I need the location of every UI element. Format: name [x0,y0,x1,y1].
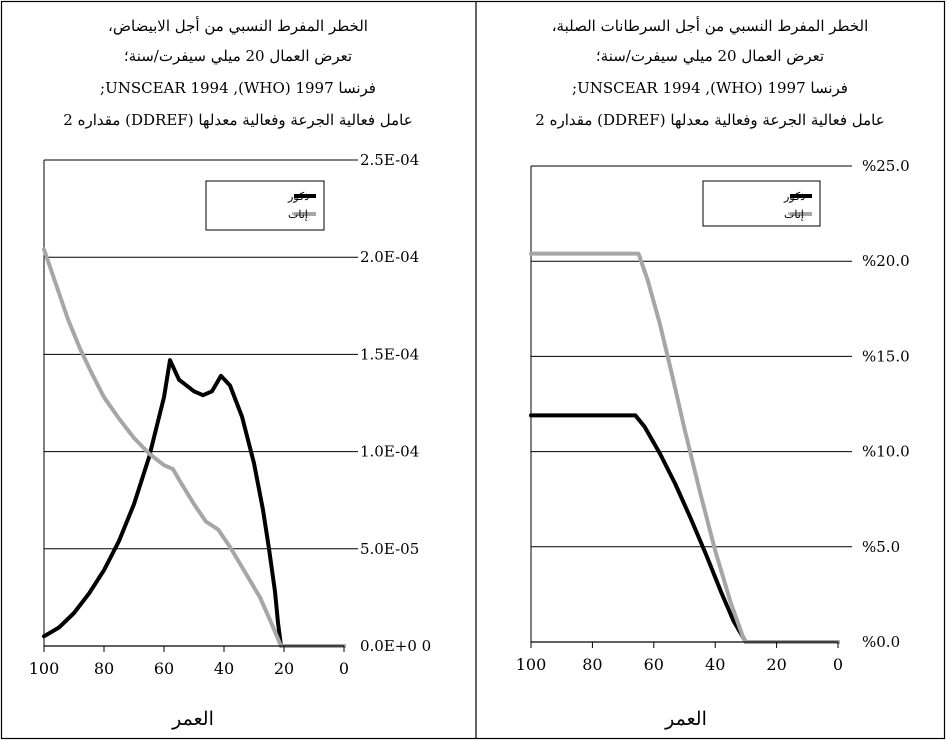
x-axis-label: العمر [171,708,214,730]
chart-title-line-2: تعرض العمال 20 ميلي سيفرت/سنة؛ [124,47,352,65]
y-tick-label: 0.0E+0 0 [360,637,431,655]
y-tick-labels: %0.0 %5.0 %10.0 %15.0 %20.0 %25.0 [862,157,910,651]
series-line [42,358,346,648]
grid-lines [531,165,852,548]
x-tick-label: 40 [214,659,234,678]
x-tick-label: 60 [644,655,664,674]
x-tick-label: 100 [29,659,60,678]
legend: ذكور إناث [702,180,821,227]
chart-title-line-1: الخطر المفرط النسبي من أجل السرطانات الص… [552,16,869,35]
series-line [529,413,840,644]
x-tick-label: 20 [766,655,786,674]
chart-title-line-1: الخطر المفرط النسبي من أجل الابيضاض، [108,16,368,35]
legend-label: ذكور [287,190,309,203]
chart-title-line-4: عامل فعالية الجرعة وفعالية معدلها (DDREF… [535,111,884,129]
x-tick-label: 100 [516,655,547,674]
legend: ذكور إناث [205,180,325,231]
series-group [42,247,346,648]
chart-title-line-4: عامل فعالية الجرعة وفعالية معدلها (DDREF… [63,111,412,129]
legend-box [205,180,325,231]
x-tick-label: 40 [705,655,725,674]
legend-label: إناث [784,208,804,221]
x-tick-label: 0 [833,655,843,674]
y-tick-label: %15.0 [862,347,910,365]
y-tick-label: %20.0 [862,252,910,270]
y-tick-label: 5.0E-05 [360,540,419,558]
y-tick-label: 1.0E-04 [360,443,419,461]
y-tick-label: 2.0E-04 [360,248,419,266]
legend-label: ذكور [783,190,805,203]
chart-title-line-2: تعرض العمال 20 ميلي سيفرت/سنة؛ [596,47,824,65]
y-tick-label: %25.0 [862,157,910,175]
y-tick-label: %0.0 [862,633,900,651]
leukemia-chart-panel: الخطر المفرط النسبي من أجل الابيضاض، تعر… [29,16,432,730]
y-tick-label: 2.5E-04 [360,151,419,169]
x-tick-labels: 100 80 60 40 20 0 [516,642,843,674]
series-group [529,251,840,644]
x-tick-label: 80 [94,659,114,678]
solid-cancers-chart-panel: الخطر المفرط النسبي من أجل السرطانات الص… [516,16,910,730]
x-tick-label: 80 [582,655,602,674]
legend-box [702,180,821,227]
series-line [42,247,346,648]
series-line [529,251,840,644]
y-tick-labels: 0.0E+0 0 5.0E-05 1.0E-04 1.5E-04 2.0E-04 2.5E… [360,151,431,655]
chart-title-line-3: فرنسا 1997 (WHO), UNSCEAR 1994; [100,79,376,97]
legend-label: إناث [288,208,308,221]
y-tick-label: %10.0 [862,443,910,461]
y-tick-label: 1.5E-04 [360,345,419,363]
x-tick-label: 20 [274,659,294,678]
x-tick-labels: 100 80 60 40 20 0 [29,646,349,678]
x-tick-label: 0 [339,659,349,678]
y-tick-label: %5.0 [862,538,900,556]
x-tick-label: 60 [154,659,174,678]
grid-lines [44,159,358,550]
x-axis-label: العمر [664,708,707,730]
chart-title-line-3: فرنسا 1997 (WHO), UNSCEAR 1994; [572,79,848,97]
